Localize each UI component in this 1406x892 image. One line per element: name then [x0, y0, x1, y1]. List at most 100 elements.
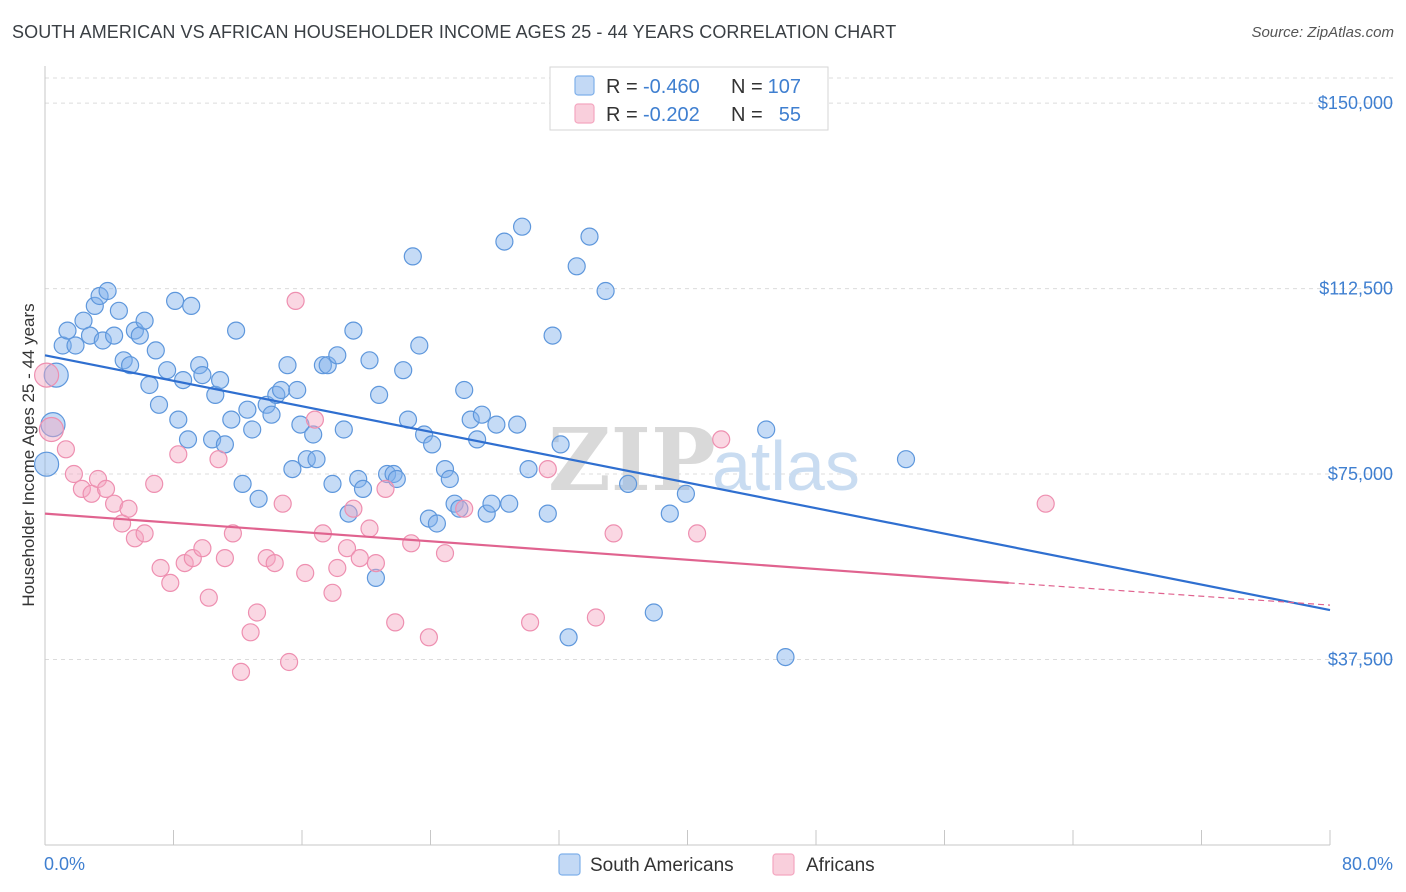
south-american-point-43 [272, 380, 291, 400]
african-point-20 [199, 588, 218, 607]
south-american-point-47 [291, 415, 310, 434]
south-american-point-18 [135, 311, 154, 330]
african-point-42 [376, 479, 395, 498]
african-point-26 [247, 603, 267, 622]
legend-r-value-sa: -0.460 [643, 76, 700, 98]
south-american-point-63 [378, 464, 397, 484]
south-american-point-91 [543, 326, 562, 345]
south-american-point-2 [43, 362, 69, 388]
south-american-point-35 [227, 321, 246, 340]
y-tick-label-0: $37,500 [1328, 650, 1393, 670]
south-american-point-27 [182, 296, 201, 315]
south-american-point-41 [262, 405, 281, 424]
african-trend-line [44, 512, 1009, 584]
south-american-point-20 [146, 341, 165, 360]
african-point-37 [337, 539, 357, 558]
south-american-point-22 [158, 361, 177, 380]
south-american-point-88 [512, 217, 532, 236]
african-point-19 [193, 539, 212, 558]
african-point-32 [296, 563, 315, 583]
african-point-44 [402, 534, 421, 553]
south-american-point-53 [323, 474, 342, 493]
african-point-49 [538, 460, 557, 479]
african-point-30 [280, 652, 299, 672]
legend-n-value-sa: 107 [768, 76, 801, 98]
x-axis-ticks [44, 830, 1331, 845]
south-american-point-10 [93, 331, 112, 350]
south-american-point-102 [776, 647, 795, 667]
trend-lines [44, 354, 1331, 612]
african-point-53 [712, 430, 731, 449]
south-american-point-89 [519, 460, 538, 479]
y-tick-label-3: $150,000 [1318, 93, 1393, 113]
african-point-21 [209, 450, 228, 469]
chart-title: SOUTH AMERICAN VS AFRICAN HOUSEHOLDER IN… [12, 22, 897, 42]
south-american-point-101 [757, 420, 776, 439]
south-american-point-86 [500, 494, 519, 513]
south-american-point-57 [344, 321, 363, 340]
south-american-trend-line [44, 354, 1331, 612]
south-american-point-69 [410, 336, 429, 355]
x-tick-label-min: 0.0% [44, 854, 85, 874]
legend-swatch-africans [772, 853, 795, 876]
stats-legend-box [549, 66, 829, 131]
south-american-point-59 [353, 479, 373, 498]
african-point-12 [135, 524, 154, 543]
south-american-point-50 [307, 450, 326, 469]
south-american-point-74 [435, 460, 455, 479]
african-point-29 [273, 494, 292, 513]
african-point-45 [419, 628, 438, 647]
african-point-18 [183, 548, 202, 568]
african-point-22 [215, 548, 234, 568]
african-point-52 [687, 524, 707, 543]
south-american-point-12 [104, 326, 124, 345]
south-american-point-46 [288, 380, 307, 400]
south-american-point-103 [896, 450, 916, 469]
african-point-47 [455, 499, 474, 518]
south-american-point-96 [596, 281, 615, 301]
south-american-point-87 [508, 415, 527, 434]
african-swatch [574, 103, 595, 124]
south-american-point-39 [249, 489, 268, 508]
south-american-point-54 [328, 346, 347, 365]
south-american-point-38 [243, 420, 262, 439]
south-american-point-84 [487, 415, 506, 434]
south-american-point-52 [318, 356, 337, 375]
south-american-point-36 [233, 474, 252, 493]
african-point-14 [151, 558, 170, 578]
african-point-31 [286, 291, 305, 310]
south-american-point-32 [211, 371, 230, 390]
south-american-point-99 [660, 504, 679, 523]
south-american-point-79 [461, 410, 480, 429]
south-american-point-16 [125, 321, 144, 340]
african-point-15 [161, 573, 180, 593]
african-point-10 [119, 499, 138, 518]
south-american-point-81 [472, 405, 491, 424]
source-note: Source: ZipAtlas.com [1251, 24, 1394, 41]
african-point-4 [72, 479, 92, 498]
south-american-point-95 [580, 227, 599, 246]
south-american-point-34 [222, 410, 241, 429]
south-american-swatch [574, 75, 595, 96]
south-american-point-61 [366, 568, 385, 588]
south-american-point-4 [58, 321, 77, 340]
series-legend: South Americans Africans [558, 853, 875, 876]
south-american-point-5 [66, 336, 85, 355]
south-american-point-28 [190, 356, 209, 375]
african-point-8 [104, 494, 124, 513]
african-point-35 [323, 583, 342, 602]
south-american-point-13 [109, 301, 129, 320]
african-point-2 [56, 440, 76, 459]
legend-label-africans: Africans [806, 855, 875, 876]
south-american-point-72 [423, 435, 442, 454]
south-american-point-93 [559, 628, 578, 647]
y-tick-label-2: $112,500 [1319, 279, 1393, 299]
legend-swatch-south-americans [558, 853, 581, 876]
south-american-point-90 [538, 504, 557, 523]
african-point-24 [231, 662, 251, 682]
african-point-39 [350, 548, 369, 568]
south-american-point-77 [450, 499, 469, 518]
african-point-51 [604, 524, 623, 543]
south-american-point-83 [482, 494, 501, 513]
